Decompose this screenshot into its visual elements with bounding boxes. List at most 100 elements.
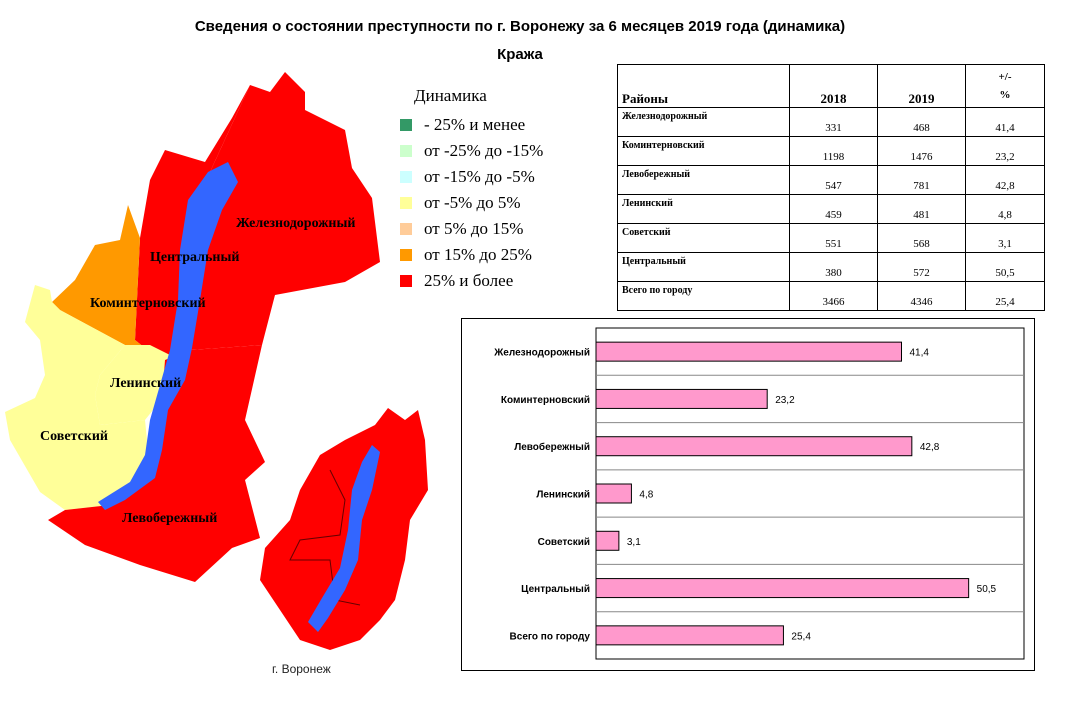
legend-label: от -5% до 5% [424, 193, 521, 212]
category-label: Центральный [521, 584, 590, 595]
table-cell-district: Центральный [617, 252, 790, 282]
table-cell-2018: 547 [789, 165, 878, 195]
table-row: Всего по городу 3466 4346 25,4 [617, 281, 1045, 311]
table-row: Центральный 380 572 50,5 [617, 252, 1045, 282]
legend-label: от -15% до -5% [424, 167, 535, 186]
category-label: Левобережный [514, 441, 590, 453]
map-label-levoberezhny: Левобережный [122, 511, 218, 526]
table-cell-district: Коминтерновский [617, 136, 790, 166]
mini-map-river [308, 445, 380, 632]
table-cell-2019: 481 [877, 194, 966, 224]
legend-title: Динамика [414, 86, 487, 105]
table-cell-change: 25,4 [965, 281, 1045, 311]
table-cell-2018: 3466 [789, 281, 878, 311]
bar-chart-svg: Железнодорожный 41,4 Коминтерновский 23,2 Ле… [493, 327, 1025, 660]
legend-label: от 15% до 25% [424, 245, 532, 264]
table-header-row: Районы 2018 2019 +/- % [617, 64, 1045, 108]
table-cell-2018: 459 [789, 194, 878, 224]
table-row: Коминтерновский 1198 1476 23,2 [617, 136, 1045, 166]
category-label: Коминтерновский [501, 395, 590, 406]
table-cell-change: 42,8 [965, 165, 1045, 195]
district-map-svg [5, 72, 428, 650]
data-label: 25,4 [791, 631, 811, 642]
table-cell-2018: 1198 [789, 136, 878, 166]
bar-chart: Железнодорожный 41,4 Коминтерновский 23,2 Ле… [461, 318, 1035, 671]
map-zheleznodorozhny-region [190, 72, 380, 350]
bar [595, 436, 913, 457]
data-label: 23,2 [775, 395, 795, 406]
table-cell-district: Левобережный [617, 165, 790, 195]
table-cell-change: 50,5 [965, 252, 1045, 282]
table-header-2018: 2018 [789, 64, 878, 108]
category-label: Ленинский [536, 490, 590, 501]
map-leninsky-region [95, 345, 170, 425]
category-label: Советский [538, 537, 590, 548]
table-cell-change: 4,8 [965, 194, 1045, 224]
category-label: Железнодорожный [493, 348, 590, 359]
map-label-sovetsky: Советский [40, 429, 108, 444]
legend-item: 25% и более [400, 268, 543, 294]
district-map: Железнодорожный Центральный Коминтерновс… [0, 60, 440, 665]
page-title: Сведения о состоянии преступности по г. … [194, 18, 846, 35]
data-label: 41,4 [910, 348, 930, 359]
table-cell-district: Советский [617, 223, 790, 253]
table-row: Железнодорожный 331 468 41,4 [617, 107, 1045, 137]
table-header-2019: 2019 [877, 64, 966, 108]
legend-item: от -15% до -5% [400, 164, 543, 190]
table-cell-change: 3,1 [965, 223, 1045, 253]
table-cell-2019: 4346 [877, 281, 966, 311]
legend-swatch [400, 145, 412, 157]
map-caption: г. Воронеж [272, 662, 331, 676]
data-label: 50,5 [977, 584, 997, 595]
map-label-leninsky: Ленинский [110, 376, 182, 391]
legend-items: - 25% и менее от -25% до -15% от -15% до -… [400, 112, 543, 294]
table-cell-district: Ленинский [617, 194, 790, 224]
bar [595, 578, 970, 599]
table-header-district: Районы [617, 64, 790, 108]
table-cell-2018: 380 [789, 252, 878, 282]
table-header-change-pct: % [999, 89, 1011, 101]
category-label: Всего по городу [510, 631, 591, 642]
legend-label: 25% и более [424, 271, 514, 290]
table-body: Железнодорожный 331 468 41,4 Коминтерновский… [617, 107, 1045, 311]
legend-label: от -25% до -15% [424, 141, 544, 160]
legend-item: от -5% до 5% [400, 190, 543, 216]
legend-swatch [400, 275, 412, 287]
table-cell-2019: 572 [877, 252, 966, 282]
legend-swatch [400, 171, 412, 183]
table-cell-change: 41,4 [965, 107, 1045, 137]
table-cell-2018: 331 [789, 107, 878, 137]
legend-label: - 25% и менее [424, 115, 526, 134]
legend-label: от 5% до 15% [424, 219, 524, 238]
table-cell-district: Железнодорожный [617, 107, 790, 137]
legend-swatch [400, 249, 412, 261]
legend-swatch [400, 223, 412, 235]
table-cell-change: 23,2 [965, 136, 1045, 166]
table-cell-district: Всего по городу [617, 281, 790, 311]
stats-table: Районы 2018 2019 +/- % Железнодорожный 33… [617, 64, 1045, 311]
table-cell-2019: 468 [877, 107, 966, 137]
legend-item: от 15% до 25% [400, 242, 543, 268]
table-cell-2019: 1476 [877, 136, 966, 166]
table-row: Левобережный 547 781 42,8 [617, 165, 1045, 195]
plot-area [595, 327, 1025, 660]
map-label-kominternovsky: Коминтерновский [90, 296, 206, 311]
table-cell-2018: 551 [789, 223, 878, 253]
data-label: 42,8 [920, 442, 940, 453]
table-cell-2019: 568 [877, 223, 966, 253]
map-sovetsky-region [5, 285, 150, 510]
legend-swatch [400, 197, 412, 209]
legend-item: от 5% до 15% [400, 216, 543, 242]
bar [595, 625, 784, 646]
bar [595, 388, 768, 409]
page-subtitle: Кража [497, 46, 543, 63]
table-header-change-sign: +/- [998, 71, 1012, 83]
data-label: 4,8 [639, 490, 653, 501]
bar [595, 341, 903, 362]
table-row: Советский 551 568 3,1 [617, 223, 1045, 253]
bar [595, 530, 620, 551]
map-label-tsentralny: Центральный [150, 250, 240, 265]
data-label: 3,1 [627, 537, 641, 548]
table-row: Ленинский 459 481 4,8 [617, 194, 1045, 224]
bar [595, 483, 632, 504]
